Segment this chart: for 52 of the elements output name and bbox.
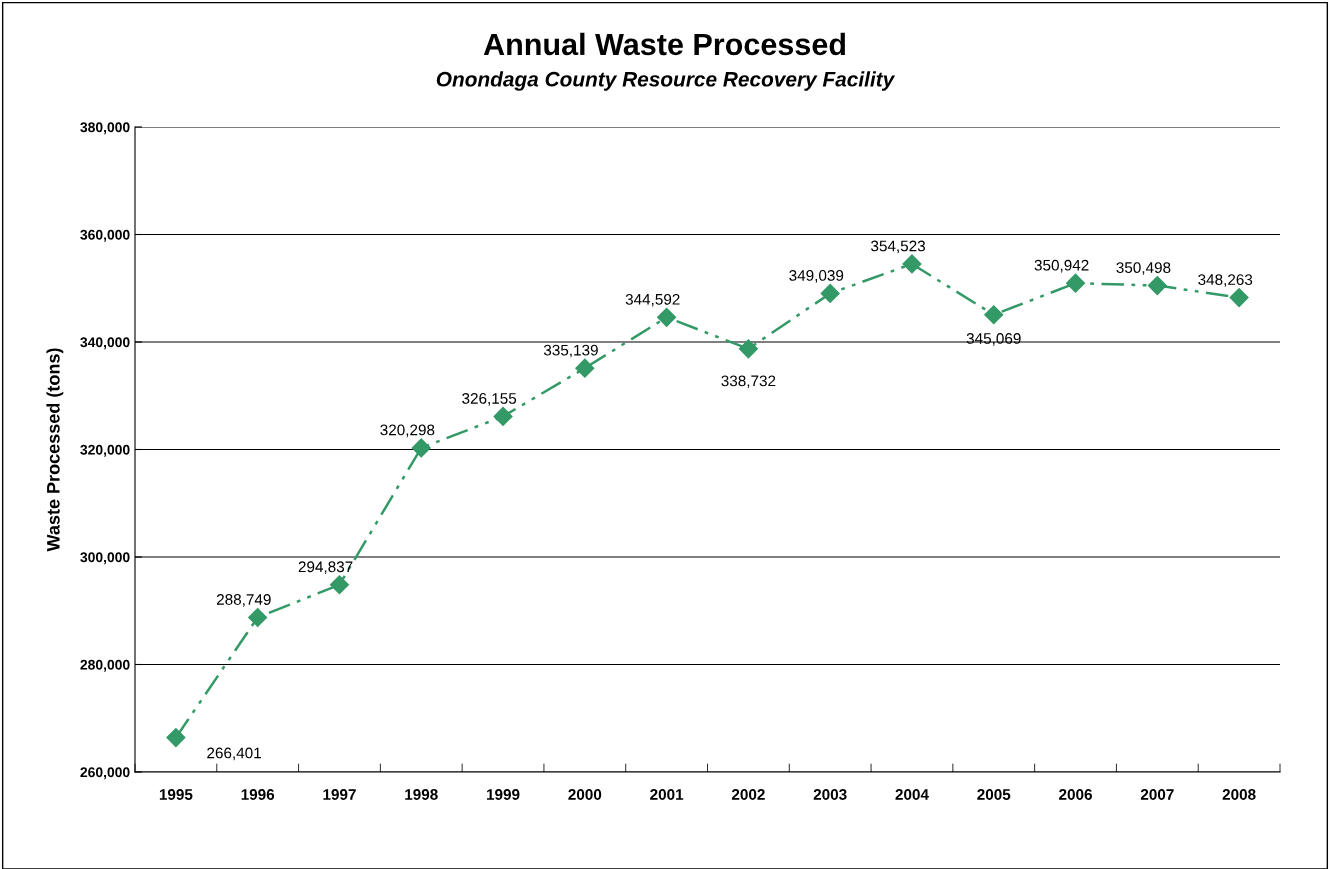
x-tick-label: 2000 xyxy=(568,789,602,800)
x-tick-label: 2001 xyxy=(650,789,684,800)
data-label: 320,298 xyxy=(380,424,435,438)
data-label: 288,749 xyxy=(216,594,271,607)
chart-title: Annual Waste Processed xyxy=(483,32,845,56)
data-label: 354,523 xyxy=(871,240,926,254)
x-tick-label: 2002 xyxy=(731,789,765,800)
data-label: 348,263 xyxy=(1198,274,1253,287)
data-label: 344,592 xyxy=(625,293,680,307)
point xyxy=(820,283,840,303)
point xyxy=(411,438,431,458)
y-tick-label: 360,000 xyxy=(80,229,130,242)
point xyxy=(329,575,349,595)
point xyxy=(657,307,677,327)
x-tick-label: 2008 xyxy=(1222,789,1256,800)
x-tick-label: 1996 xyxy=(241,789,275,800)
y-tick-label: 380,000 xyxy=(80,122,130,135)
x-tick-label: 2006 xyxy=(1059,789,1092,800)
y-tick-label: 340,000 xyxy=(80,337,130,350)
y-axis-title: Waste Processed (tons) xyxy=(46,348,64,552)
data-label: 326,155 xyxy=(462,393,517,406)
chart-subtitle: Onondaga County Resource Recovery Facility xyxy=(436,71,896,91)
data-label: 294,837 xyxy=(298,561,353,574)
data-label: 335,139 xyxy=(543,344,598,358)
data-label: 350,942 xyxy=(1034,259,1089,273)
point xyxy=(575,358,595,378)
y-tick-label: 300,000 xyxy=(80,552,130,565)
point xyxy=(248,607,268,628)
data-label: 266,401 xyxy=(207,747,261,761)
point xyxy=(1066,273,1086,293)
y-tick-label: 260,000 xyxy=(80,767,130,780)
y-tick-label: 320,000 xyxy=(80,444,130,457)
point xyxy=(738,339,758,359)
point xyxy=(984,305,1004,325)
data-label: 338,732 xyxy=(721,375,776,389)
y-tick-label: 280,000 xyxy=(80,659,130,672)
point xyxy=(493,406,513,426)
x-tick-label: 1997 xyxy=(323,789,356,800)
x-tick-label: 2005 xyxy=(977,789,1011,800)
x-tick-label: 1999 xyxy=(487,789,520,800)
point xyxy=(1229,288,1249,308)
data-label: 350,498 xyxy=(1116,262,1171,275)
x-tick-label: 1998 xyxy=(405,789,438,800)
data-label: 349,039 xyxy=(789,270,844,283)
x-tick-label: 2003 xyxy=(813,789,847,800)
point xyxy=(1147,276,1167,296)
x-tick-label: 1995 xyxy=(159,789,193,800)
data-label: 345,069 xyxy=(966,333,1021,346)
point xyxy=(902,254,922,274)
x-tick-label: 2004 xyxy=(895,789,929,800)
point xyxy=(166,728,186,748)
x-tick-label: 2007 xyxy=(1140,789,1174,800)
